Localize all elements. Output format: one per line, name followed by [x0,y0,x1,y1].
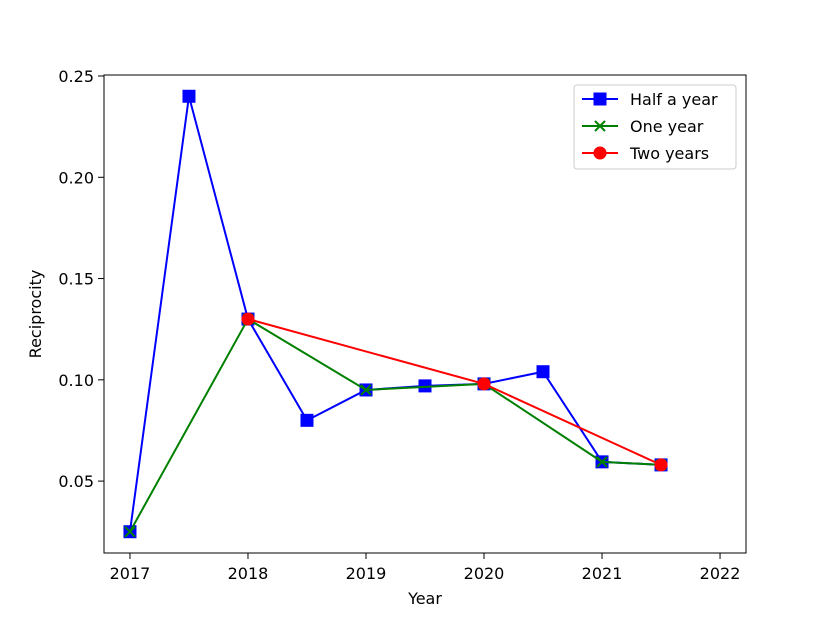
data-point-two-years [654,458,668,472]
data-point-two-years [477,377,491,391]
x-tick-label: 2019 [346,564,387,583]
legend-label: Half a year [630,90,718,109]
x-axis: 2017 2018 2019 2020 2021 2022 [110,553,741,583]
data-point-half-a-year [536,365,550,379]
x-tick-label: 2021 [582,564,623,583]
data-point-half-a-year [182,89,196,103]
x-axis-label: Year [407,589,442,608]
y-axis-label: Reciprocity [26,270,45,359]
legend-item-one-year: One year [582,117,704,136]
legend-label: Two years [629,144,709,163]
y-tick-label: 0.25 [58,67,94,86]
data-point-two-years [241,312,255,326]
data-point-one-year [124,526,136,538]
legend-item-half-a-year: Half a year [582,90,718,109]
x-tick-label: 2020 [464,564,505,583]
data-point-half-a-year [300,413,314,427]
x-tick-label: 2022 [700,564,741,583]
x-tick-label: 2017 [110,564,151,583]
x-tick-label: 2018 [228,564,269,583]
plot-frame [103,74,747,554]
series-two-years [241,312,668,472]
data-point-one-year [596,456,608,468]
y-tick-label: 0.05 [58,472,94,491]
y-axis: 0.05 0.10 0.15 0.20 0.25 [58,67,104,491]
legend-swatch-marker [593,146,607,160]
legend-swatch-marker [594,120,606,132]
y-tick-label: 0.20 [58,168,94,187]
y-tick-label: 0.15 [58,270,94,289]
series-layer [123,89,668,539]
legend: Half a year One year Two years [573,84,737,170]
legend-label: One year [630,117,704,136]
legend-box [573,84,737,170]
legend-swatch-marker [593,92,607,106]
legend-item-two-years: Two years [582,144,709,163]
series-line-one-year [129,318,662,533]
data-point-one-year [360,384,372,396]
y-tick-label: 0.10 [58,371,94,390]
